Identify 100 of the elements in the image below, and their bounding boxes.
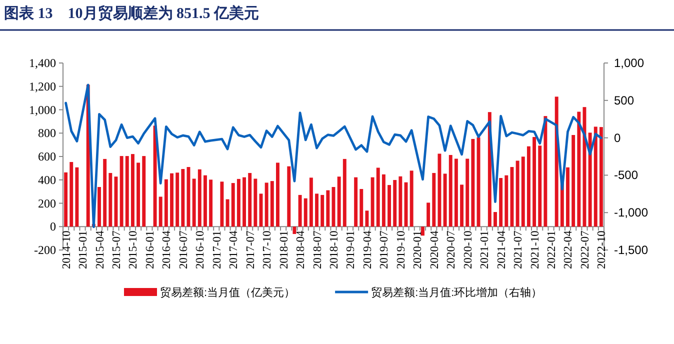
y-tick-label: 0 xyxy=(50,220,56,234)
x-tick-label: 2017-07 xyxy=(244,230,257,269)
bar xyxy=(432,172,436,227)
bar xyxy=(566,167,570,227)
x-tick-label: 2019-01 xyxy=(345,230,358,269)
x-tick-label: 2020-04 xyxy=(428,230,441,269)
bar xyxy=(499,178,503,227)
bar xyxy=(337,176,341,227)
x-tick-label: 2017-01 xyxy=(211,230,224,269)
bar xyxy=(120,156,124,227)
x-tick-label: 2019-10 xyxy=(395,230,408,269)
x-tick-label: 2015-07 xyxy=(110,230,123,269)
x-tick-label: 2015-10 xyxy=(128,230,140,269)
bar xyxy=(544,116,548,227)
bar xyxy=(438,154,442,227)
bar xyxy=(454,158,458,227)
x-tick-label: 2022-04 xyxy=(562,230,575,269)
bar xyxy=(538,146,542,227)
x-tick-label: 2019-07 xyxy=(378,230,391,269)
legend-label: 贸易差额:当月值:环比增加（右轴） xyxy=(371,286,542,299)
bar xyxy=(471,138,475,227)
x-tick-label: 2018-04 xyxy=(295,230,308,269)
x-tick-label: 2018-01 xyxy=(278,230,290,269)
y-tick-label: 400 xyxy=(38,172,56,187)
bar xyxy=(388,185,391,227)
bar xyxy=(599,127,603,227)
y2-tick-label: -1,500 xyxy=(614,243,648,257)
y2-tick-label: -1,000 xyxy=(614,206,648,220)
bar xyxy=(64,172,68,227)
x-tick-label: 2015-01 xyxy=(78,230,90,269)
bar xyxy=(304,198,308,227)
x-tick-label: 2021-04 xyxy=(496,230,508,269)
x-tick-label: 2022-07 xyxy=(579,230,592,269)
bar xyxy=(254,178,258,227)
x-tick-label: 2018-10 xyxy=(328,230,340,269)
bar xyxy=(136,162,140,227)
x-tick-label: 2021-10 xyxy=(529,230,542,269)
bar xyxy=(516,160,520,227)
bar xyxy=(242,177,246,227)
bar xyxy=(532,136,536,227)
legend-label: 贸易差额:当月值（亿美元） xyxy=(160,286,296,299)
bar xyxy=(494,212,497,227)
bar xyxy=(521,156,525,227)
y-tick-label: 1,200 xyxy=(29,79,56,94)
bar xyxy=(292,226,296,234)
bar xyxy=(226,199,230,227)
bar xyxy=(108,172,112,227)
x-tick-label: 2021-01 xyxy=(479,230,492,269)
y2-tick-label: -500 xyxy=(614,168,638,182)
bar xyxy=(248,172,252,227)
bar xyxy=(572,134,576,227)
bar xyxy=(276,162,280,227)
y2-tick-label: 1,000 xyxy=(614,56,644,70)
bar xyxy=(170,173,174,227)
bar xyxy=(577,112,581,227)
bar xyxy=(270,181,274,227)
bar xyxy=(320,194,324,227)
bar xyxy=(354,177,358,227)
bar xyxy=(231,183,235,227)
bar xyxy=(181,169,185,227)
bar xyxy=(315,194,318,227)
bar xyxy=(365,210,369,227)
bar xyxy=(158,196,162,227)
bar xyxy=(192,178,196,227)
bar xyxy=(98,187,101,227)
bar xyxy=(370,177,374,227)
bar xyxy=(426,202,430,227)
bar xyxy=(594,126,598,227)
bar xyxy=(443,174,447,227)
bar xyxy=(209,180,213,227)
x-tick-label: 2022-01 xyxy=(546,230,558,269)
bar xyxy=(466,158,470,227)
x-tick-label: 2022-10 xyxy=(596,230,608,269)
bar xyxy=(410,170,414,227)
bar xyxy=(510,167,514,227)
x-tick-label: 2017-04 xyxy=(228,230,240,269)
y-tick-label: 200 xyxy=(38,196,56,210)
x-tick-label: 2016-10 xyxy=(194,230,207,269)
x-tick-label: 2021-07 xyxy=(512,230,525,269)
bar xyxy=(287,166,291,227)
bar xyxy=(526,146,530,227)
y-tick-label: 1,000 xyxy=(29,102,56,117)
x-tick-label: 2016-04 xyxy=(161,230,174,269)
y2-tick-label: 500 xyxy=(614,93,634,108)
bar xyxy=(125,156,129,227)
y2-tick-label: 0 xyxy=(614,130,621,145)
bar xyxy=(309,178,313,227)
x-tick-label: 2017-10 xyxy=(262,230,274,269)
x-tick-label: 2020-07 xyxy=(446,230,458,269)
x-tick-label: 2016-07 xyxy=(178,230,190,269)
x-tick-label: 2015-04 xyxy=(94,230,106,269)
bar xyxy=(376,168,380,227)
x-tick-label: 2020-10 xyxy=(462,230,474,269)
bar xyxy=(236,178,240,227)
bar xyxy=(142,156,146,227)
bar xyxy=(460,184,464,227)
bar xyxy=(298,194,302,227)
bar xyxy=(382,174,386,227)
x-tick-label: 2019-04 xyxy=(362,230,374,269)
bar xyxy=(264,182,268,227)
